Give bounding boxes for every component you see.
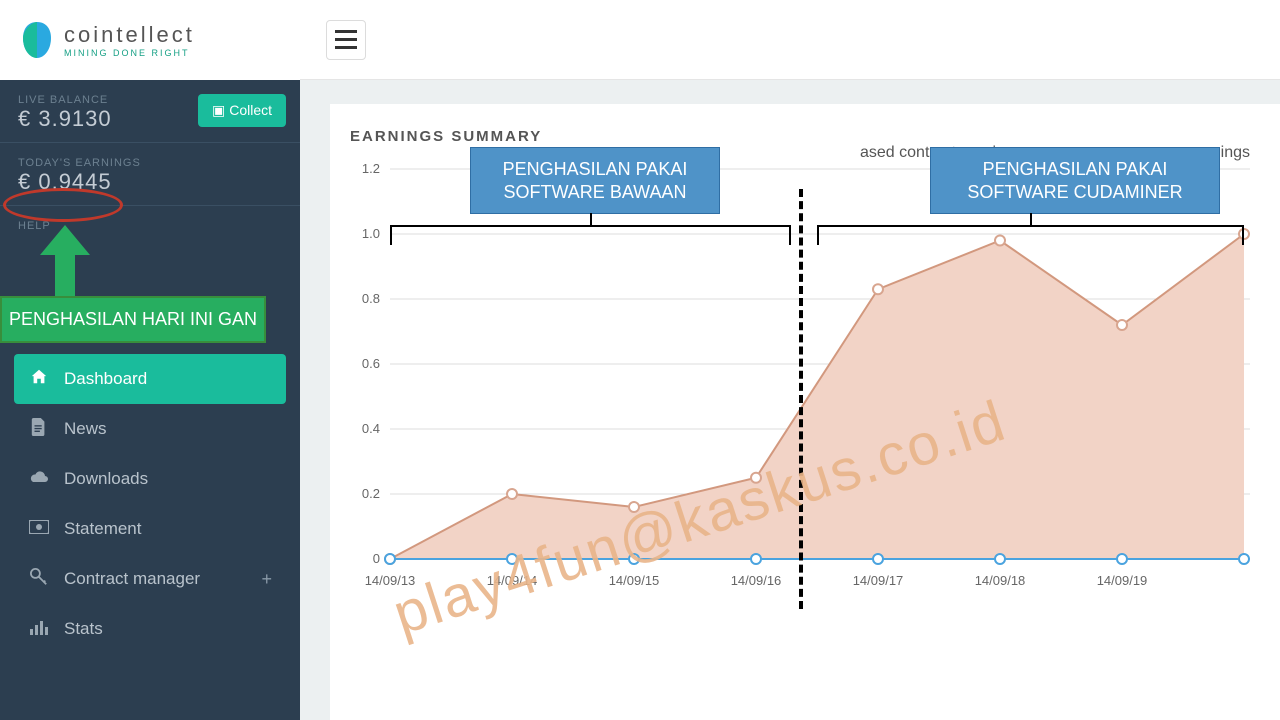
stats-icon: [28, 619, 50, 640]
nav-item-label: Dashboard: [64, 369, 147, 389]
brand-name: cointellect: [64, 22, 195, 48]
brand-tagline: MINING DONE RIGHT: [64, 48, 195, 58]
home-icon: [28, 368, 50, 391]
nav-item-label: Statement: [64, 519, 142, 539]
svg-text:14/09/15: 14/09/15: [609, 573, 660, 588]
panel-title: EARNINGS SUMMARY: [350, 128, 1250, 145]
banknote-icon: ▣: [212, 102, 225, 118]
svg-text:1.2: 1.2: [362, 161, 380, 176]
svg-text:14/09/16: 14/09/16: [731, 573, 782, 588]
nav-item-dashboard[interactable]: Dashboard: [14, 354, 286, 404]
menu-toggle-button[interactable]: [326, 20, 366, 60]
bill-icon: [28, 519, 50, 539]
live-balance-section: LIVE BALANCE € 3.9130 ▣Collect: [0, 80, 300, 143]
nav-item-label: News: [64, 419, 107, 439]
file-icon: [28, 418, 50, 441]
today-earnings-section: TODAY'S EARNINGS € 0.9445: [0, 143, 300, 206]
svg-text:1.0: 1.0: [362, 226, 380, 241]
svg-text:14/09/18: 14/09/18: [975, 573, 1026, 588]
cloud-icon: [28, 469, 50, 490]
callout-left: PENGHASILAN PAKAI SOFTWARE BAWAAN: [470, 147, 720, 214]
nav-item-contract-manager[interactable]: Contract manager +: [14, 554, 286, 604]
today-earnings-value: € 0.9445: [18, 169, 282, 195]
collect-button-label: Collect: [229, 102, 272, 118]
collect-button[interactable]: ▣Collect: [198, 94, 286, 127]
nav-item-stats[interactable]: Stats: [14, 604, 286, 654]
key-icon: [28, 568, 50, 591]
help-label: HELP: [18, 220, 282, 232]
divider-line: [799, 189, 803, 609]
logo-bar: cointellect MINING DONE RIGHT: [0, 0, 300, 80]
main: EARNINGS SUMMARY ased contract earnings …: [300, 0, 1280, 720]
callout-right: PENGHASILAN PAKAI SOFTWARE CUDAMINER: [930, 147, 1220, 214]
nav-item-label: Contract manager: [64, 569, 200, 589]
svg-text:0: 0: [373, 551, 380, 566]
svg-text:0.8: 0.8: [362, 291, 380, 306]
help-section: HELP: [0, 206, 300, 242]
chart: 0 0.2 0.4 0.6 0.8 1.0 1.2 14/09/13 14/09/14 14/09…: [350, 149, 1250, 619]
svg-text:0.4: 0.4: [362, 421, 380, 436]
svg-text:14/09/14: 14/09/14: [487, 573, 538, 588]
annotation-callout: PENGHASILAN HARI INI GAN: [0, 296, 266, 343]
nav-item-downloads[interactable]: Downloads: [14, 454, 286, 504]
svg-text:14/09/13: 14/09/13: [365, 573, 416, 588]
brand-icon: [20, 20, 54, 60]
svg-text:14/09/19: 14/09/19: [1097, 573, 1148, 588]
nav-item-label: Stats: [64, 619, 103, 639]
bracket-left: [390, 225, 791, 245]
topbar: [300, 0, 1280, 80]
today-earnings-label: TODAY'S EARNINGS: [18, 157, 282, 169]
nav: Dashboard News Downloads Statement Contract …: [0, 354, 300, 654]
expand-icon: +: [261, 569, 272, 590]
nav-item-news[interactable]: News: [14, 404, 286, 454]
svg-text:0.2: 0.2: [362, 486, 380, 501]
svg-text:14/09/17: 14/09/17: [853, 573, 904, 588]
bracket-right: [817, 225, 1244, 245]
nav-item-statement[interactable]: Statement: [14, 504, 286, 554]
nav-item-label: Downloads: [64, 469, 148, 489]
earnings-panel: EARNINGS SUMMARY ased contract earnings …: [330, 104, 1280, 720]
sidebar: cointellect MINING DONE RIGHT LIVE BALAN…: [0, 0, 300, 720]
svg-text:0.6: 0.6: [362, 356, 380, 371]
